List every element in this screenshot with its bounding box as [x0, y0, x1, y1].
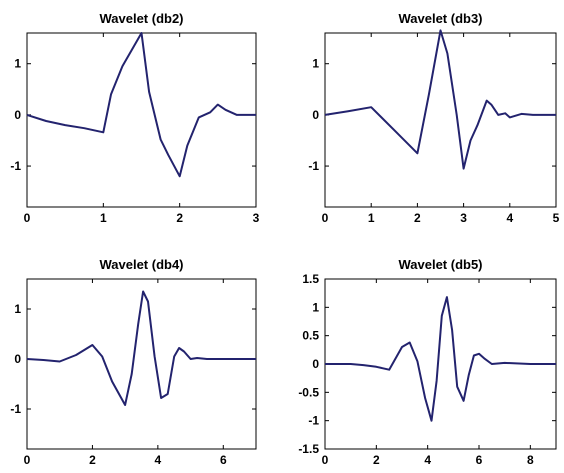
y-tick-label-4-m0_5: -0.5	[298, 385, 319, 399]
chart-panel-1: Wavelet (db2) 0 1 2 3 -1 0 1	[10, 11, 259, 225]
plot-area-2	[324, 32, 557, 208]
x-tick-label-1-3: 3	[253, 211, 260, 225]
x-tick-label-4-8: 8	[527, 453, 534, 467]
chart-title-1: Wavelet (db2)	[99, 11, 183, 26]
x-tick-label-2-2: 2	[414, 211, 421, 225]
wavelet-curve-2	[324, 29, 556, 170]
y-tick-label-4-1_5: 1.5	[302, 272, 319, 286]
y-tick-label-2-0: 0	[312, 108, 319, 122]
plot-area-1	[26, 32, 257, 208]
x-tick-label-4-6: 6	[476, 453, 483, 467]
chart-panel-2: Wavelet (db3) 0 1 2 3 4 5 -1 0 1	[308, 11, 559, 225]
chart-panel-4: Wavelet (db5) 0 2 4 6 8 -1.5 -1 -0.5 0 0.5 1 1.5	[298, 257, 557, 467]
y-tick-label-3-m1: -1	[10, 402, 21, 416]
chart-title-2: Wavelet (db3)	[398, 11, 482, 26]
y-tick-label-4-0: 0	[312, 357, 319, 371]
x-tick-label-4-4: 4	[424, 453, 431, 467]
y-tick-label-1-0: 0	[14, 108, 21, 122]
x-tick-label-2-4: 4	[506, 211, 513, 225]
x-tick-label-3-2: 2	[89, 453, 96, 467]
y-tick-label-4-1: 1	[312, 300, 319, 314]
y-tick-label-2-1: 1	[312, 57, 319, 71]
x-tick-label-3-4: 4	[155, 453, 162, 467]
y-tick-label-3-1: 1	[14, 302, 21, 316]
x-tick-label-1-1: 1	[100, 211, 107, 225]
chart-title-4: Wavelet (db5)	[398, 257, 482, 272]
x-tick-label-1-0: 0	[24, 211, 31, 225]
wavelet-curve-3	[26, 290, 256, 406]
y-tick-label-1-m1: -1	[10, 159, 21, 173]
x-tick-label-3-0: 0	[24, 453, 31, 467]
x-tick-label-2-1: 1	[368, 211, 375, 225]
x-tick-label-2-5: 5	[553, 211, 560, 225]
chart-title-3: Wavelet (db4)	[99, 257, 183, 272]
x-tick-label-3-6: 6	[220, 453, 227, 467]
x-tick-label-4-0: 0	[322, 453, 329, 467]
y-tick-label-3-0: 0	[14, 352, 21, 366]
x-tick-label-1-2: 2	[176, 211, 183, 225]
wavelet-curve-1	[26, 32, 256, 178]
chart-panel-3: Wavelet (db4) 0 2 4 6 -1 0 1	[10, 257, 257, 467]
y-tick-label-4-m1_5: -1.5	[298, 442, 319, 456]
y-tick-label-4-0_5: 0.5	[302, 329, 319, 343]
y-tick-label-1-1: 1	[14, 57, 21, 71]
x-tick-label-2-0: 0	[322, 211, 329, 225]
wavelet-curve-4	[325, 296, 556, 422]
y-tick-label-2-m1: -1	[308, 159, 319, 173]
x-tick-label-4-2: 2	[373, 453, 380, 467]
y-tick-label-4-m1: -1	[308, 414, 319, 428]
x-tick-label-2-3: 3	[460, 211, 467, 225]
